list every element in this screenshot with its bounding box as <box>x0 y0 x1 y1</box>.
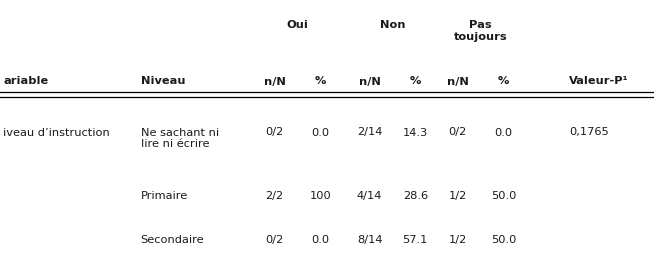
Text: 4/14: 4/14 <box>357 190 382 200</box>
Text: 50.0: 50.0 <box>491 190 516 200</box>
Text: 2/14: 2/14 <box>357 127 382 137</box>
Text: 0/2: 0/2 <box>266 127 284 137</box>
Text: 0,1765: 0,1765 <box>569 127 609 137</box>
Text: Oui: Oui <box>286 20 309 30</box>
Text: 1/2: 1/2 <box>449 190 467 200</box>
Text: 50.0: 50.0 <box>491 234 516 244</box>
Text: 0/2: 0/2 <box>266 234 284 244</box>
Text: 57.1: 57.1 <box>403 234 428 244</box>
Text: %: % <box>409 76 421 86</box>
Text: n/N: n/N <box>447 76 469 86</box>
Text: 2/2: 2/2 <box>266 190 284 200</box>
Text: %: % <box>498 76 509 86</box>
Text: Non: Non <box>380 20 405 30</box>
Text: 0.0: 0.0 <box>311 127 330 137</box>
Text: n/N: n/N <box>264 76 286 86</box>
Text: Primaire: Primaire <box>141 190 188 200</box>
Text: Pas
toujours: Pas toujours <box>454 20 508 42</box>
Text: 0/2: 0/2 <box>449 127 467 137</box>
Text: 0.0: 0.0 <box>311 234 330 244</box>
Text: Valeur-P¹: Valeur-P¹ <box>569 76 628 86</box>
Text: ariable: ariable <box>3 76 48 86</box>
Text: 1/2: 1/2 <box>449 234 467 244</box>
Text: Niveau: Niveau <box>141 76 185 86</box>
Text: iveau d’instruction: iveau d’instruction <box>3 127 110 137</box>
Text: n/N: n/N <box>358 76 381 86</box>
Text: %: % <box>315 76 326 86</box>
Text: Secondaire: Secondaire <box>141 234 204 244</box>
Text: 8/14: 8/14 <box>357 234 382 244</box>
Text: Ne sachant ni
lire ni écrire: Ne sachant ni lire ni écrire <box>141 127 218 149</box>
Text: 14.3: 14.3 <box>403 127 428 137</box>
Text: 100: 100 <box>309 190 332 200</box>
Text: 0.0: 0.0 <box>494 127 513 137</box>
Text: 28.6: 28.6 <box>403 190 428 200</box>
